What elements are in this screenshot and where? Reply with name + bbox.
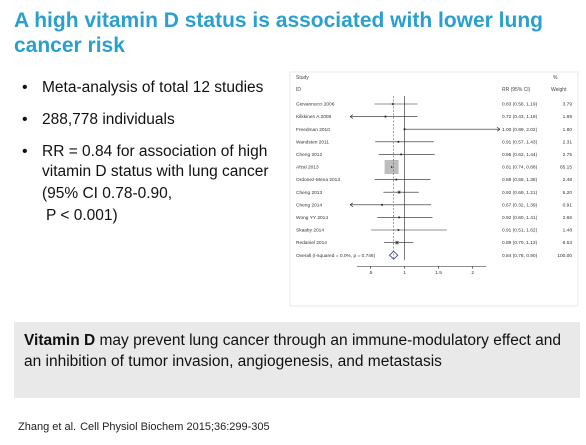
study-rr-text: 0.83 (0.56, 1.19): [502, 102, 538, 108]
point-dot: [398, 216, 400, 219]
header-pct: %: [553, 75, 558, 81]
header-id: ID: [296, 87, 301, 93]
overall-label: Overall (I-squared = 0.0%, p = 0.746): [296, 253, 376, 259]
study-weight: 1.48: [563, 228, 573, 234]
study-label: Cheng 2013: [296, 190, 322, 196]
study-weight: 65.15: [560, 165, 572, 171]
callout-bold: Vitamin D: [24, 332, 96, 349]
study-label: Freedman 2010: [296, 127, 330, 133]
study-weight: 2.66: [563, 215, 573, 221]
overall-rr-text: 0.84 (0.78, 0.90): [502, 253, 538, 259]
ci-arrow-left: [349, 202, 354, 208]
study-rr-text: 0.95 (0.62, 1.44): [502, 152, 538, 158]
citation-authors: Zhang et al.: [18, 421, 77, 433]
slide-title: A high vitamin D status is associated wi…: [14, 9, 543, 57]
citation-journal: Cell Physiol Biochem 2015;36:299-305: [80, 421, 270, 433]
forest-plot: Study ID RR (95% CI) % Weight Giovannucc…: [289, 71, 579, 307]
study-rr-text: 0.91 (0.51, 1.62): [502, 228, 538, 234]
study-label: Kilkkinen A 2008: [296, 114, 332, 120]
study-weight: 8.53: [563, 240, 573, 246]
bullet-item: Meta-analysis of total 12 studies: [18, 78, 286, 98]
study-weight: 2.75: [563, 152, 573, 158]
study-rr-text: 0.72 (0.43, 1.19): [502, 114, 538, 120]
overall-diamond: [388, 250, 399, 260]
point-dot: [381, 204, 383, 206]
point-dot: [384, 115, 387, 118]
point-dot: [400, 153, 402, 156]
study-weight: 3.79: [563, 102, 573, 108]
study-rr-text: 0.92 (0.69, 1.21): [502, 190, 538, 196]
point-dot: [398, 191, 400, 193]
study-weight: 2.48: [563, 177, 573, 183]
ci-arrow-left: [349, 114, 354, 119]
bullet-sub-ci: (95% CI 0.78-0.90,: [42, 185, 173, 202]
study-label: Giovannucci 2006: [296, 102, 335, 108]
study-label: Wandsten 2011: [296, 139, 329, 145]
point-dot: [395, 178, 398, 181]
header-weight: Weight: [551, 87, 567, 93]
x-tick-label: 1.5: [435, 270, 442, 276]
study-rr-text: 0.91 (0.57, 1.43): [502, 139, 538, 145]
point-dot: [397, 141, 400, 143]
point-dot: [390, 166, 393, 168]
bullet-item: 288,778 individuals: [18, 110, 286, 130]
header-rr: RR (95% CI): [502, 87, 531, 93]
study-rr-text: 0.81 (0.74, 0.88): [502, 165, 538, 171]
callout-box: Vitamin D may prevent lung cancer throug…: [14, 322, 580, 398]
x-tick-label: 2: [471, 270, 474, 276]
study-rr-text: 0.89 (0.70, 1.13): [502, 240, 538, 246]
study-label: Ordonez-Mena 2013: [296, 177, 340, 183]
overall-weight: 100.00: [557, 253, 572, 259]
study-weight: 6.20: [563, 190, 573, 196]
study-label: Skaaby 2014: [296, 228, 324, 234]
study-rr-text: 1.00 (0.99, 2.02): [502, 127, 538, 133]
point-dot: [397, 229, 400, 231]
study-label: Cheng 2012: [296, 152, 322, 158]
point-dot: [396, 241, 398, 244]
study-weight: 1.80: [563, 127, 573, 133]
x-tick-label: .5: [368, 270, 372, 276]
study-rr-text: 0.88 (0.56, 1.38): [502, 177, 538, 183]
study-rr-text: 0.67 (0.32, 1.39): [502, 202, 538, 208]
study-weight: 2.31: [563, 139, 573, 145]
study-weight: 0.91: [563, 202, 573, 208]
citation: Zhang et al. Cell Physiol Biochem 2015;36…: [18, 421, 270, 433]
bullet-item: RR = 0.84 for association of high vitami…: [18, 142, 286, 226]
ci-arrow-right: [496, 126, 501, 132]
study-rr-text: 0.92 (0.60, 1.41): [502, 215, 538, 221]
callout-text: may prevent lung cancer through an immun…: [24, 332, 562, 370]
bullet-list: Meta-analysis of total 12 studies 288,77…: [18, 78, 286, 238]
bullet-sub-p: P < 0.001): [46, 207, 118, 224]
study-label: Afzal 2013: [296, 165, 319, 171]
bullet-text: RR = 0.84 for association of high vitami…: [42, 143, 269, 180]
x-tick-label: 1: [403, 270, 406, 276]
study-label: Cheng 2014: [296, 202, 322, 208]
study-label: Wong YY 2014: [296, 215, 328, 221]
study-weight: 1.89: [563, 114, 573, 120]
study-label: Redaniel 2014: [296, 240, 327, 246]
header-study: Study: [296, 75, 309, 81]
